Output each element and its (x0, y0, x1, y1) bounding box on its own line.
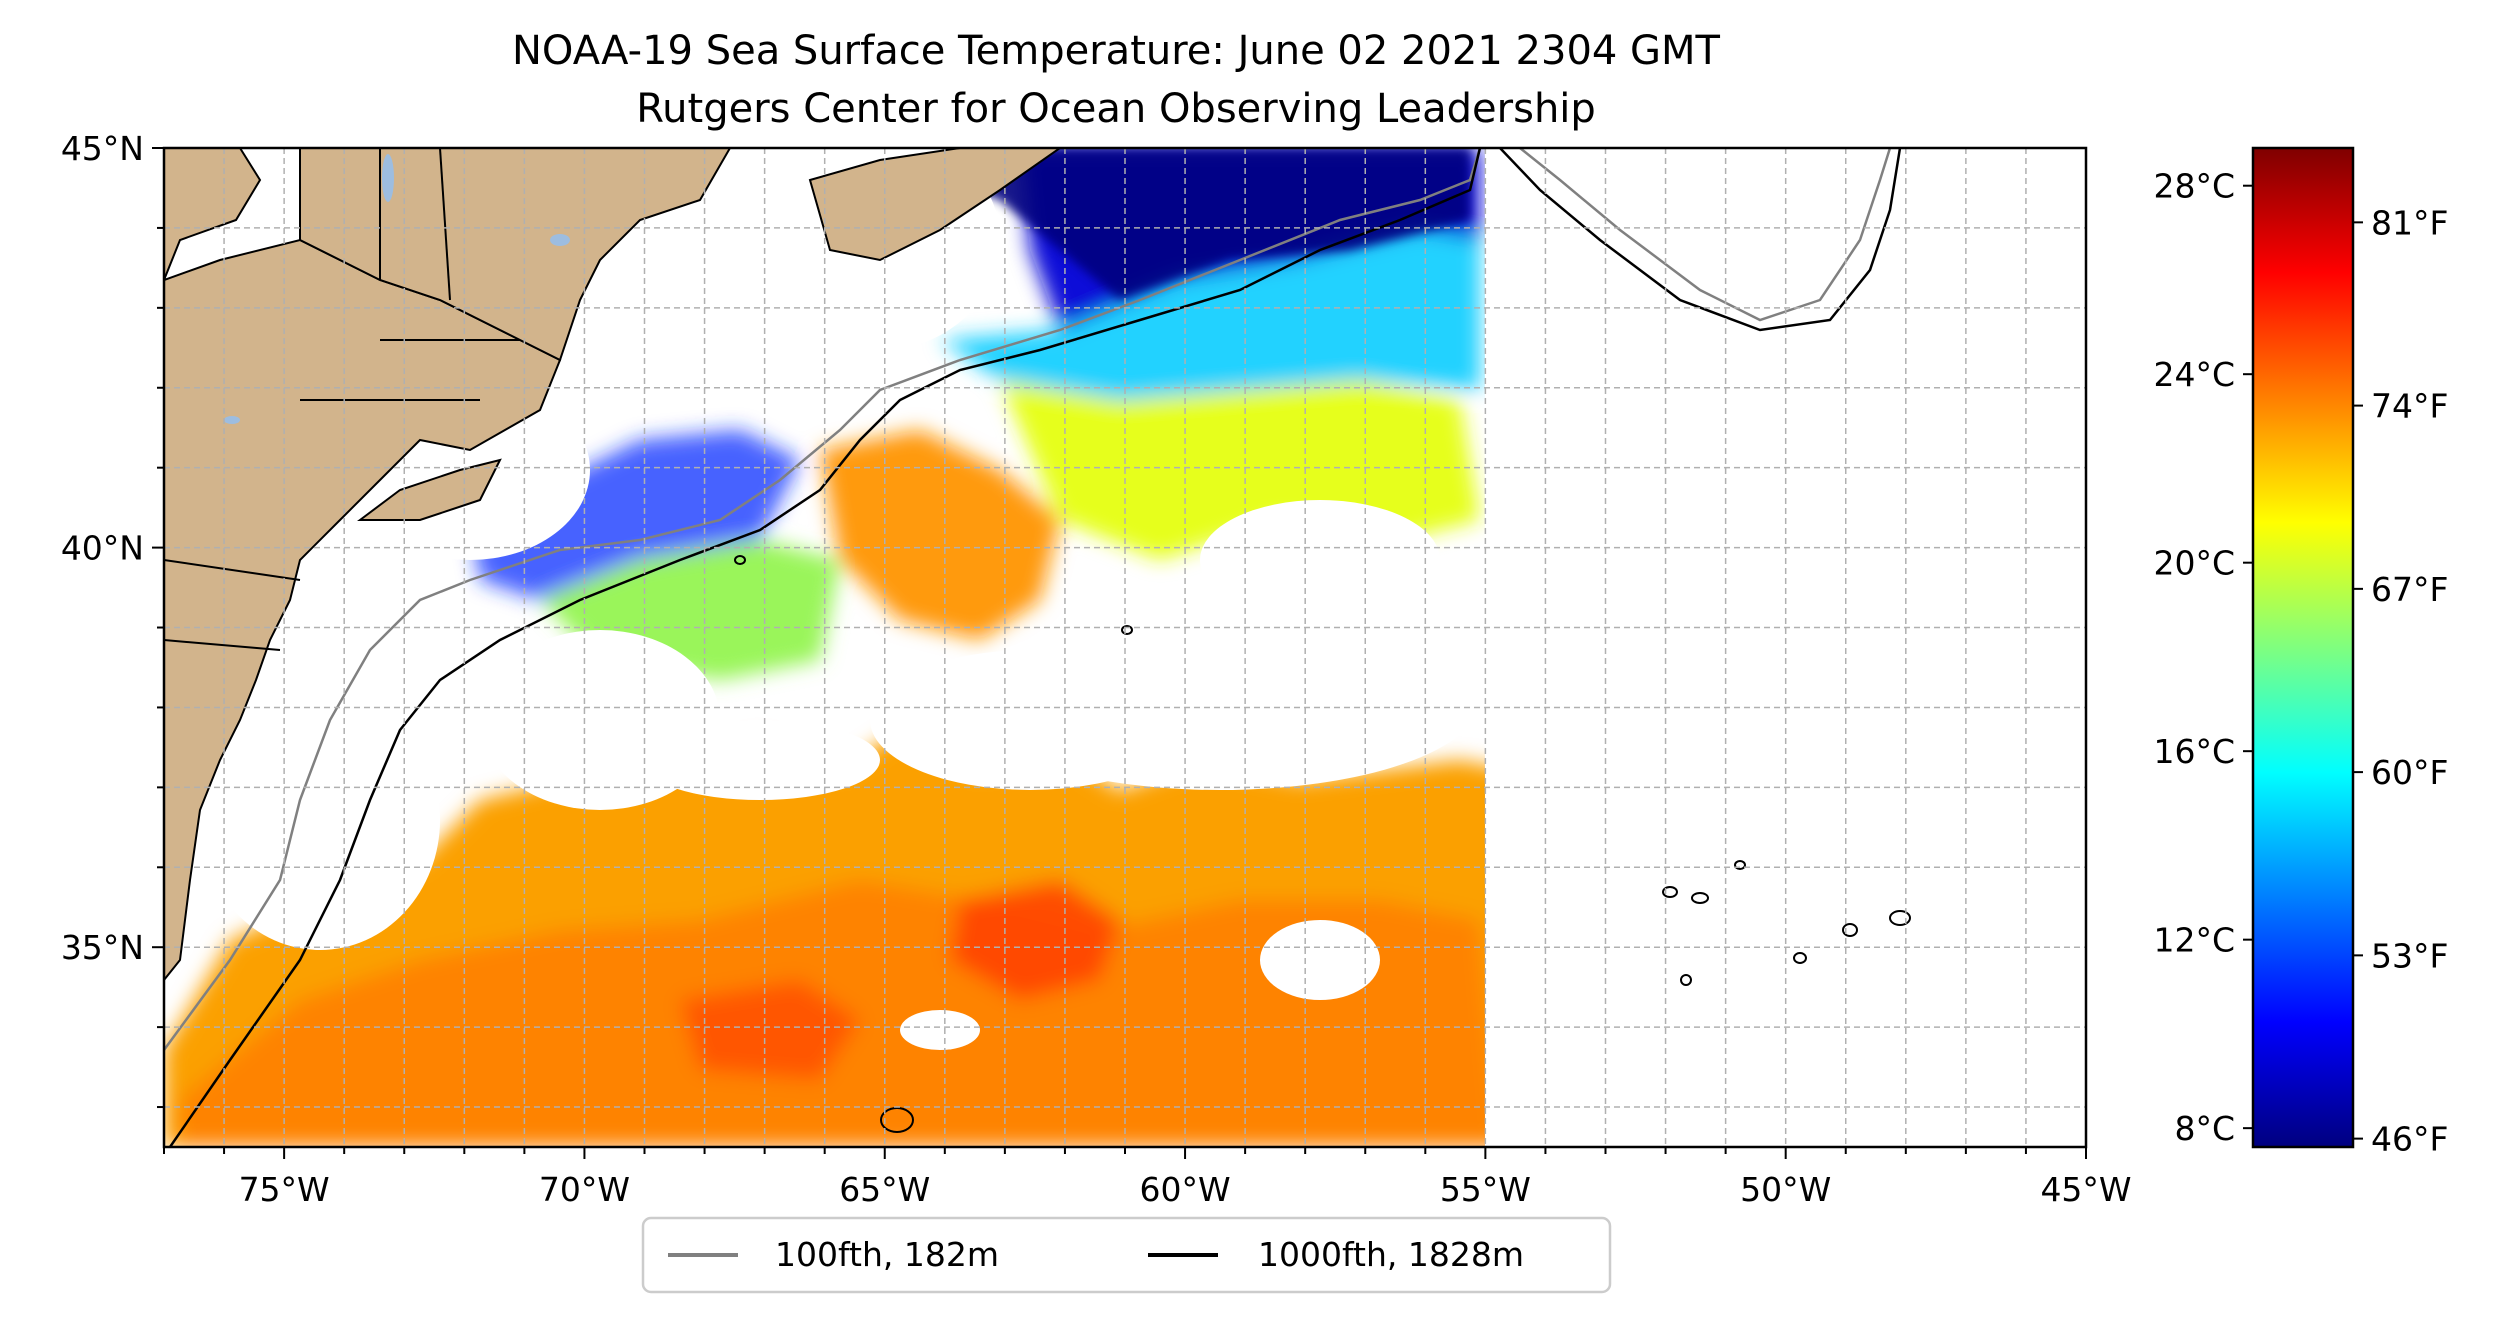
legend-label-100fth: 100fth, 182m (775, 1235, 999, 1274)
gridlines (164, 148, 2086, 1147)
fahrenheit-tick-label: 81°F (2371, 203, 2448, 242)
isobath-1000fth (168, 148, 1902, 1147)
colorbar-celsius-axis: 8°C 12°C 16°C 20°C 24°C 28°C (2153, 167, 2253, 1148)
celsius-tick-label: 20°C (2153, 544, 2235, 583)
celsius-tick-label: 28°C (2153, 167, 2235, 206)
legend-box (641, 1216, 1612, 1294)
celsius-tick-label: 16°C (2153, 732, 2235, 771)
sst-red-streak (950, 880, 1120, 1000)
fahrenheit-tick-label: 46°F (2371, 1120, 2448, 1159)
seamounts (734, 555, 1911, 1133)
lon-tick-label: 65°W (839, 1170, 930, 1209)
title-line-2: Rutgers Center for Ocean Observing Leade… (636, 86, 1596, 132)
sst-coastal-blue (470, 430, 800, 600)
celsius-tick-label: 8°C (2174, 1109, 2235, 1148)
title-line-1: NOAA-19 Sea Surface Temperature: June 02… (512, 28, 1721, 74)
lat-tick-label: 45°N (61, 129, 144, 168)
lon-tick-label: 60°W (1140, 1170, 1231, 1209)
sst-scotian-cyan (940, 230, 1480, 400)
lon-tick-label: 55°W (1440, 1170, 1531, 1209)
fahrenheit-tick-label: 60°F (2371, 753, 2448, 792)
lon-tick-label: 50°W (1740, 1170, 1831, 1209)
legend: 100fth, 182m 1000fth, 1828m (641, 1216, 1612, 1294)
colorbar: 8°C 12°C 16°C 20°C 24°C 28°C 46°F 53°F 60°F 67°F… (2153, 146, 2448, 1159)
colorbar-fahrenheit-axis: 46°F 53°F 60°F 67°F 74°F 81°F (2353, 203, 2448, 1159)
lon-tick-label: 75°W (239, 1170, 330, 1209)
isobath-100fth (164, 148, 1892, 1051)
celsius-tick-label: 12°C (2153, 921, 2235, 960)
fahrenheit-tick-label: 74°F (2371, 387, 2448, 426)
lon-tick-label: 70°W (539, 1170, 630, 1209)
sst-red-streak-2 (680, 980, 860, 1080)
sst-gulf-maine-dark (860, 148, 1470, 300)
land-nova-scotia (808, 148, 1062, 262)
fahrenheit-tick-label: 67°F (2371, 570, 2448, 609)
fahrenheit-tick-label: 53°F (2371, 936, 2448, 975)
land-long-island (357, 458, 502, 521)
state-borders (164, 148, 520, 651)
celsius-tick-label: 24°C (2153, 355, 2235, 394)
lat-tick-label: 35°N (61, 928, 144, 967)
sst-slope-orange (820, 430, 1060, 640)
legend-label-1000fth: 1000fth, 1828m (1258, 1235, 1524, 1274)
map-ticks: 75°W 70°W 65°W 60°W 55°W 50°W 45°W 35°N 40°N 45°N (61, 129, 2132, 1209)
map-panel (164, 148, 2086, 1147)
lon-tick-label: 45°W (2040, 1170, 2131, 1209)
lakes (224, 154, 570, 424)
lat-tick-label: 40°N (61, 529, 144, 568)
colorbar-fill (2251, 146, 2355, 1149)
